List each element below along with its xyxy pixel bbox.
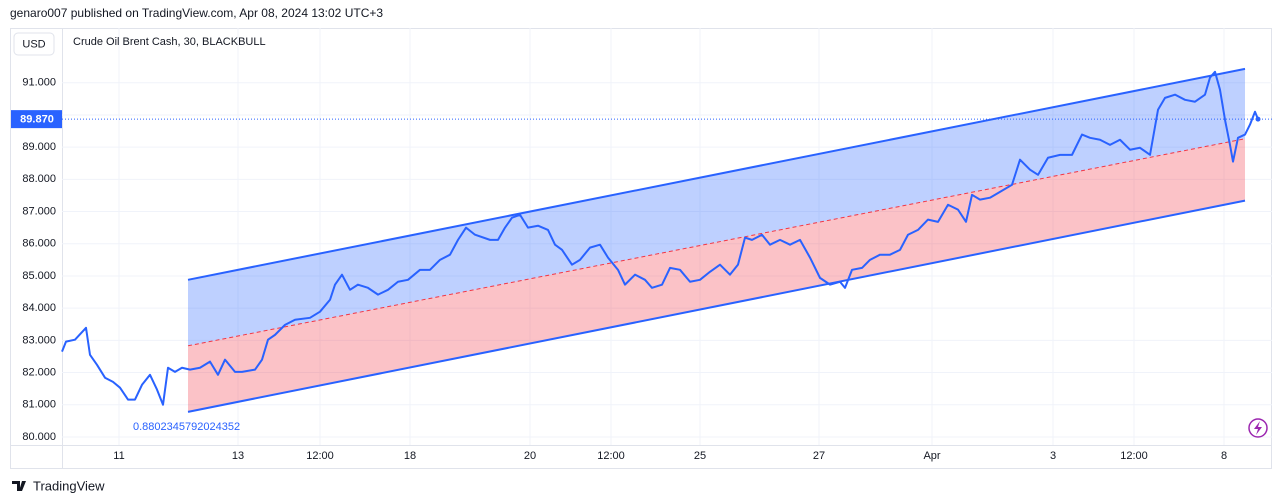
channel-upper-line: [187, 67, 1246, 281]
channel-label: 0.8802345792024352: [133, 421, 240, 433]
publisher-line: genaro007 published on TradingView.com, …: [10, 6, 383, 20]
footer-brand: TradingView: [33, 478, 105, 493]
x-tick-label: 25: [694, 450, 706, 462]
y-tick-label: 80.000: [22, 431, 56, 443]
x-tick-label: 8: [1221, 450, 1227, 462]
y-tick-label: 83.000: [22, 334, 56, 346]
x-tick-label: 11: [113, 450, 124, 462]
x-tick-label: 27: [813, 450, 825, 462]
y-tick-label: 82.000: [22, 366, 56, 378]
last-point: [1255, 116, 1261, 122]
grid: [62, 28, 1272, 445]
alert-icon[interactable]: [1248, 418, 1268, 438]
x-tick-label: 13: [232, 450, 244, 462]
y-tick-label: 91.000: [22, 77, 56, 89]
price-line: [61, 70, 1259, 406]
plot: [61, 67, 1272, 413]
y-tick-label: 81.000: [22, 399, 56, 411]
y-tick-label: 89.000: [22, 141, 56, 153]
y-tick-label: 85.000: [22, 270, 56, 282]
chart-frame: [10, 28, 1272, 469]
y-tick-label: 87.000: [22, 205, 56, 217]
last-price-label: 89.870: [20, 114, 54, 126]
x-tick-label: Apr: [923, 450, 940, 462]
channel-middle-line: [187, 138, 1246, 347]
x-tick-label: 12:00: [597, 450, 625, 462]
y-tick-label: 88.000: [22, 173, 56, 185]
tradingview-logo[interactable]: [12, 481, 26, 491]
channel-lower-line: [187, 199, 1246, 413]
symbol-title: Crude Oil Brent Cash, 30, BLACKBULL: [73, 36, 266, 48]
x-tick-label: 20: [524, 450, 536, 462]
channel-lower-fill: [188, 138, 1245, 412]
x-tick-label: 18: [404, 450, 416, 462]
y-tick-label: 86.000: [22, 238, 56, 250]
currency-badge[interactable]: [13, 32, 55, 56]
x-tick-label: 12:00: [1120, 450, 1148, 462]
y-tick-label: 84.000: [22, 302, 56, 314]
channel-upper-fill: [188, 68, 1245, 346]
currency: USD: [22, 38, 45, 50]
last-price-badge: [11, 110, 62, 129]
x-tick-label: 12:00: [306, 450, 334, 462]
x-tick-label: 3: [1050, 450, 1056, 462]
